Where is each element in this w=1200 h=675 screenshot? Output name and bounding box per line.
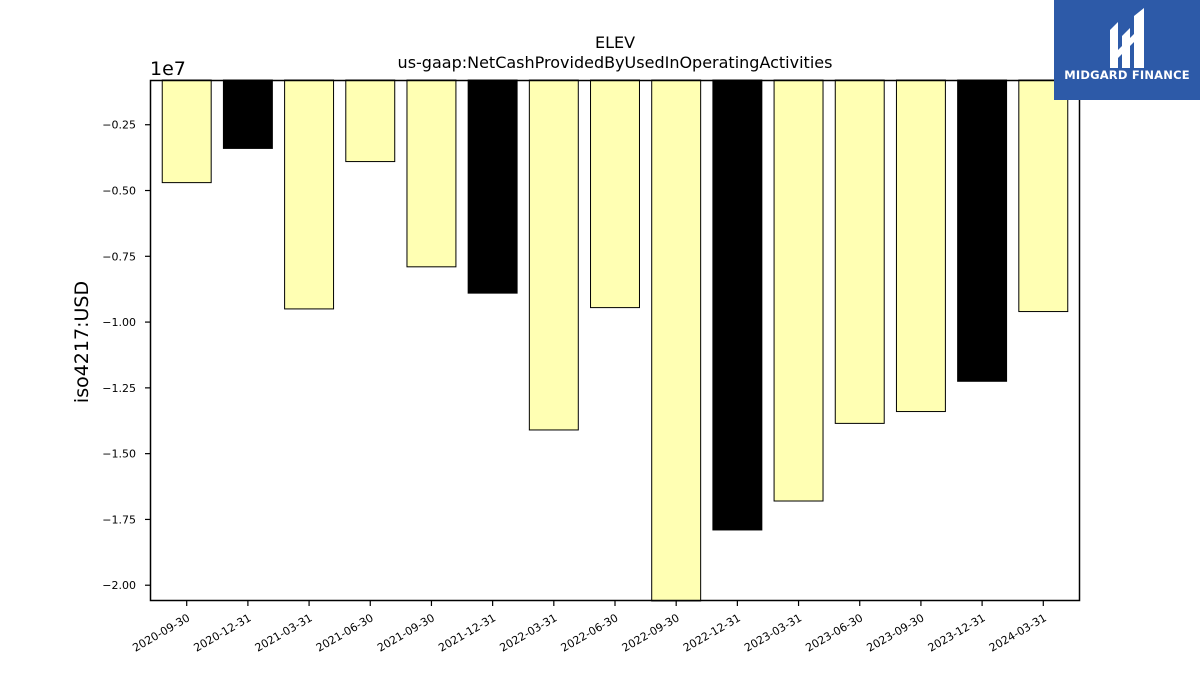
x-tick-label: 2022-12-31	[681, 611, 743, 654]
logo-text: MIDGARD FINANCE	[1064, 68, 1190, 82]
bar-2023-03-31	[773, 79, 824, 502]
x-tick-label: 2021-03-31	[253, 611, 315, 654]
y-tick-label: −1.50	[102, 448, 136, 461]
x-tick-label: 2023-09-30	[865, 611, 927, 654]
x-axis-ticks: 2020-09-30 2020-12-31 2021-03-31 2021-06-30…	[130, 601, 1049, 655]
y-axis-ticks: −0.25 −0.50 −0.75 −1.00 −1.25 −1.50 −1.75 −2.00	[102, 119, 150, 592]
y-tick-label: −1.00	[102, 316, 136, 329]
bar-2023-12-31	[957, 79, 1008, 382]
x-tick-label: 2021-06-30	[314, 611, 376, 654]
bar-2020-09-30	[161, 79, 212, 184]
chart-subtitle: us-gaap:NetCashProvidedByUsedInOperating…	[398, 53, 833, 72]
bar-2024-03-31	[1018, 79, 1069, 313]
bar-2021-12-31	[467, 79, 518, 294]
x-tick-label: 2021-12-31	[436, 611, 498, 654]
bar-2021-06-30	[345, 79, 396, 163]
bar-2022-12-31	[712, 79, 763, 531]
x-tick-label: 2024-03-31	[987, 611, 1049, 654]
bar-2020-12-31	[222, 79, 273, 149]
y-tick-label: −1.75	[102, 513, 136, 526]
midgard-logo-icon	[1110, 8, 1144, 68]
bar-2022-09-30	[651, 79, 702, 602]
bar-2023-09-30	[895, 79, 946, 413]
x-tick-label: 2022-06-30	[559, 611, 621, 654]
x-tick-label: 2022-03-31	[497, 611, 559, 654]
y-tick-label: −0.25	[102, 119, 136, 132]
brand-logo: MIDGARD FINANCE	[1054, 0, 1200, 100]
x-tick-label: 2022-09-30	[620, 611, 682, 654]
x-tick-label: 2021-09-30	[375, 611, 437, 654]
plot-frame	[149, 79, 1081, 602]
x-tick-label: 2020-12-31	[192, 611, 254, 654]
y-tick-label: −0.75	[102, 250, 136, 263]
x-tick-label: 2020-09-30	[130, 611, 192, 654]
bar-2022-06-30	[590, 79, 640, 309]
x-tick-label: 2023-03-31	[742, 611, 804, 654]
chart-title: ELEV	[595, 33, 635, 52]
bar-2022-03-31	[528, 79, 579, 431]
bar-2021-03-31	[284, 79, 335, 310]
y-tick-label: −1.25	[102, 382, 136, 395]
y-axis-label: iso4217:USD	[71, 281, 93, 403]
y-tick-label: −0.50	[102, 185, 136, 198]
bar-series	[161, 79, 1069, 602]
y-tick-label: −2.00	[102, 579, 136, 592]
bar-2023-06-30	[834, 79, 885, 424]
x-tick-label: 2023-06-30	[803, 611, 865, 654]
x-tick-label: 2023-12-31	[926, 611, 988, 654]
bar-2021-09-30	[406, 79, 457, 268]
axis-scale-label: 1e7	[150, 58, 186, 80]
